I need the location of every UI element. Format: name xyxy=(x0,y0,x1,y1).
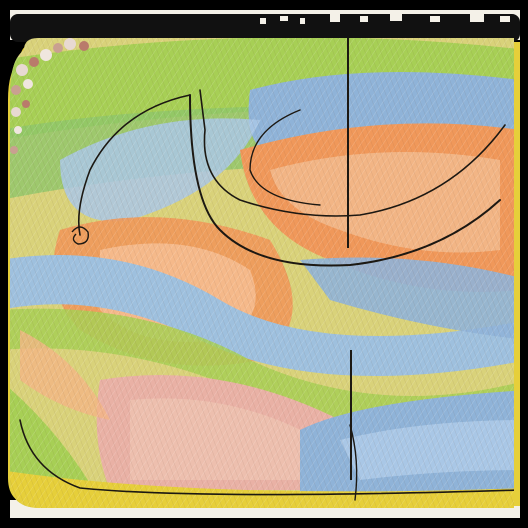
vertical-dotted-marker xyxy=(347,38,352,480)
top-glyph-marks xyxy=(260,14,510,24)
crowd-cluster xyxy=(10,38,89,154)
ink-contours xyxy=(19,89,514,501)
small-curl-mark xyxy=(71,226,89,245)
